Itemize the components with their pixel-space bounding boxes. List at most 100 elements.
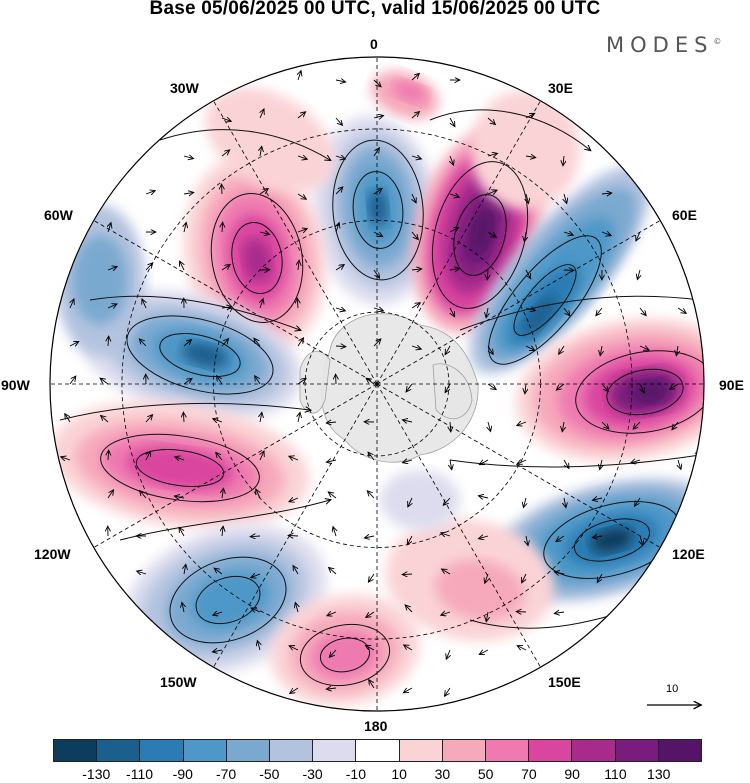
anomaly-contour (311, 630, 379, 680)
wind-arrow (145, 191, 154, 194)
land-mass (299, 350, 331, 414)
wind-arrow (365, 536, 375, 538)
wind-arrow (335, 117, 342, 125)
colorbar-swatch (355, 740, 399, 761)
wind-arrow (601, 383, 608, 391)
wind-arrow (213, 650, 223, 652)
wind-arrow (518, 646, 527, 650)
wind-arrow (183, 340, 191, 347)
wind-arrow (214, 419, 223, 422)
wind-arrow (330, 649, 337, 657)
wind-arrow (335, 265, 344, 271)
wind-arrow (449, 269, 459, 270)
streamline (352, 171, 404, 249)
wind-arrow (640, 535, 643, 545)
colorbar-swatch (96, 740, 140, 761)
wind-arrow (176, 457, 185, 460)
wind-arrow (404, 645, 413, 651)
label-150w: 150W (160, 674, 197, 690)
wind-arrow (479, 496, 489, 498)
wind-arrow (260, 299, 263, 309)
wind-arrow (369, 680, 375, 689)
wind-arrow (216, 453, 223, 461)
wind-arrow (486, 611, 488, 621)
wind-arrow (411, 346, 421, 349)
colorbar-tick: 90 (564, 766, 580, 782)
wind-arrow (180, 262, 184, 271)
colorbar-swatch (528, 740, 572, 761)
streamline (429, 109, 590, 150)
label-90w: 90W (1, 377, 30, 393)
wind-arrow (327, 422, 337, 423)
streamline (59, 402, 310, 421)
wind-arrow (600, 459, 602, 469)
wind-arrow (373, 308, 383, 311)
wind-arrow (411, 112, 419, 119)
anomaly-contour (590, 527, 634, 553)
wind-arrow (601, 232, 610, 235)
colorbar-swatch (614, 740, 658, 761)
label-150e: 150E (548, 674, 581, 690)
wind-arrow (297, 229, 306, 232)
colorbar-tick: -110 (126, 766, 154, 782)
wind-vectors (61, 71, 685, 695)
wind-arrow (293, 566, 299, 575)
streamline (159, 129, 330, 160)
wind-arrow (559, 345, 565, 354)
wind-arrow (412, 193, 416, 202)
streamline (459, 295, 700, 331)
wind-arrow (221, 339, 228, 347)
wind-arrow (108, 337, 109, 347)
label-60e: 60E (672, 207, 697, 223)
wind-arrow (260, 147, 262, 157)
wind-arrow (601, 193, 611, 194)
wind-arrow (522, 573, 526, 582)
streamline (573, 518, 651, 562)
anomaly-contour (72, 235, 128, 325)
wind-arrow (408, 497, 412, 506)
anomaly-contour (435, 559, 525, 621)
wind-arrow (487, 231, 496, 237)
wind-arrow (107, 491, 113, 499)
brand-text: MODES (606, 33, 714, 57)
map-border (49, 56, 705, 712)
colorbar-tick: 70 (521, 766, 537, 782)
wind-arrow (297, 112, 305, 119)
wind-arrow (563, 459, 569, 468)
anomaly-contour (392, 80, 428, 104)
colorbar-swatch (571, 740, 615, 761)
wind-arrow (518, 422, 527, 425)
modes-logo: MODES© (606, 33, 721, 57)
streamline (319, 637, 371, 673)
meridian-line (376, 383, 543, 670)
label-180: 180 (364, 718, 388, 734)
wind-arrow (254, 339, 261, 347)
wind-arrow (640, 383, 644, 392)
streamline (231, 222, 283, 294)
wind-arrow (639, 307, 646, 315)
meridian-line (376, 218, 663, 385)
streamline (299, 623, 391, 687)
wind-arrow (403, 420, 413, 422)
colorbar-tick: 50 (477, 766, 494, 782)
wind-arrow (251, 536, 261, 537)
wind-arrow (562, 421, 564, 431)
wind-arrow (183, 413, 184, 423)
wind-arrow (221, 265, 229, 271)
colorbar-tick: -50 (259, 766, 280, 782)
wind-arrow (180, 528, 185, 537)
wind-arrow (487, 269, 488, 279)
wind-arrow (108, 223, 111, 233)
wind-arrow (297, 299, 298, 309)
wind-arrow (145, 263, 152, 271)
wind-arrow (555, 572, 565, 574)
wind-arrow (670, 383, 679, 389)
colorbar-swatch (225, 740, 270, 761)
streamline (332, 139, 424, 281)
wind-arrow (406, 606, 413, 613)
land-mass (321, 313, 479, 463)
wind-arrow (450, 307, 454, 316)
colorbar-tick: -90 (172, 766, 193, 782)
wind-arrow (142, 300, 146, 309)
